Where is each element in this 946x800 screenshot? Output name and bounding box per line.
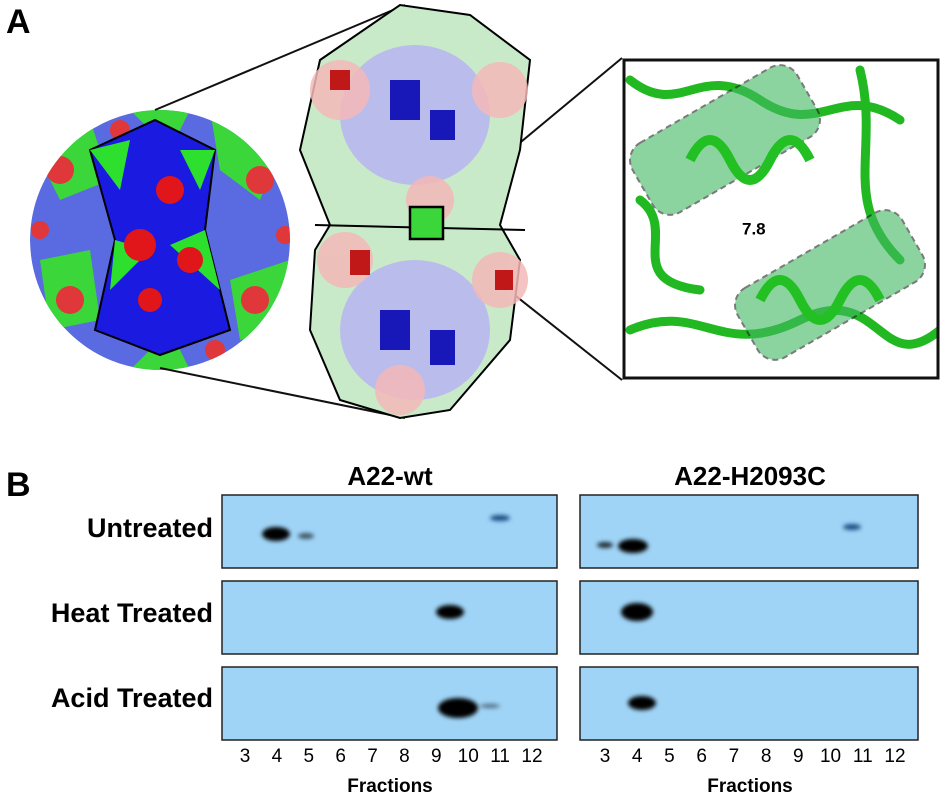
fraction-label: 11 <box>853 746 873 767</box>
panel-label: B <box>6 466 31 504</box>
x-axis-label: Fractions <box>347 776 433 797</box>
column-header: A22-H2093C <box>674 461 826 491</box>
fraction-label: 6 <box>696 746 707 767</box>
row-label: Untreated <box>87 513 213 543</box>
fraction-label: 7 <box>367 746 378 767</box>
fraction-label: 6 <box>335 746 346 767</box>
fraction-label: 11 <box>490 746 510 767</box>
fraction-label: 4 <box>632 746 643 767</box>
fraction-label: 12 <box>884 746 905 767</box>
fraction-label: 3 <box>240 746 251 767</box>
fraction-labels: 3 4 5 6 7 8 9 10 11 12 3 4 5 6 7 8 9 10 11 12 <box>240 746 906 767</box>
x-axis-label: Fractions <box>707 776 793 797</box>
row-label: Heat Treated <box>51 598 213 628</box>
fraction-label: 8 <box>761 746 772 767</box>
fraction-label: 10 <box>458 746 479 767</box>
fraction-label: 4 <box>272 746 283 767</box>
fraction-label: 12 <box>521 746 542 767</box>
fraction-label: 5 <box>664 746 675 767</box>
column-header: A22-wt <box>347 461 433 491</box>
fraction-label: 9 <box>793 746 804 767</box>
capsid <box>30 110 290 370</box>
fraction-label: 5 <box>303 746 314 767</box>
fraction-label: 3 <box>600 746 611 767</box>
panel-label: A <box>6 3 31 41</box>
row-label: Acid Treated <box>51 683 213 713</box>
zoom-view: 7.8 <box>622 58 940 380</box>
blots <box>221 494 919 741</box>
fraction-label: 7 <box>729 746 740 767</box>
pentamer-pair <box>298 3 532 420</box>
distance-label: 7.8 <box>742 219 766 238</box>
fraction-label: 8 <box>399 746 410 767</box>
fraction-label: 10 <box>820 746 841 767</box>
fraction-label: 9 <box>431 746 442 767</box>
